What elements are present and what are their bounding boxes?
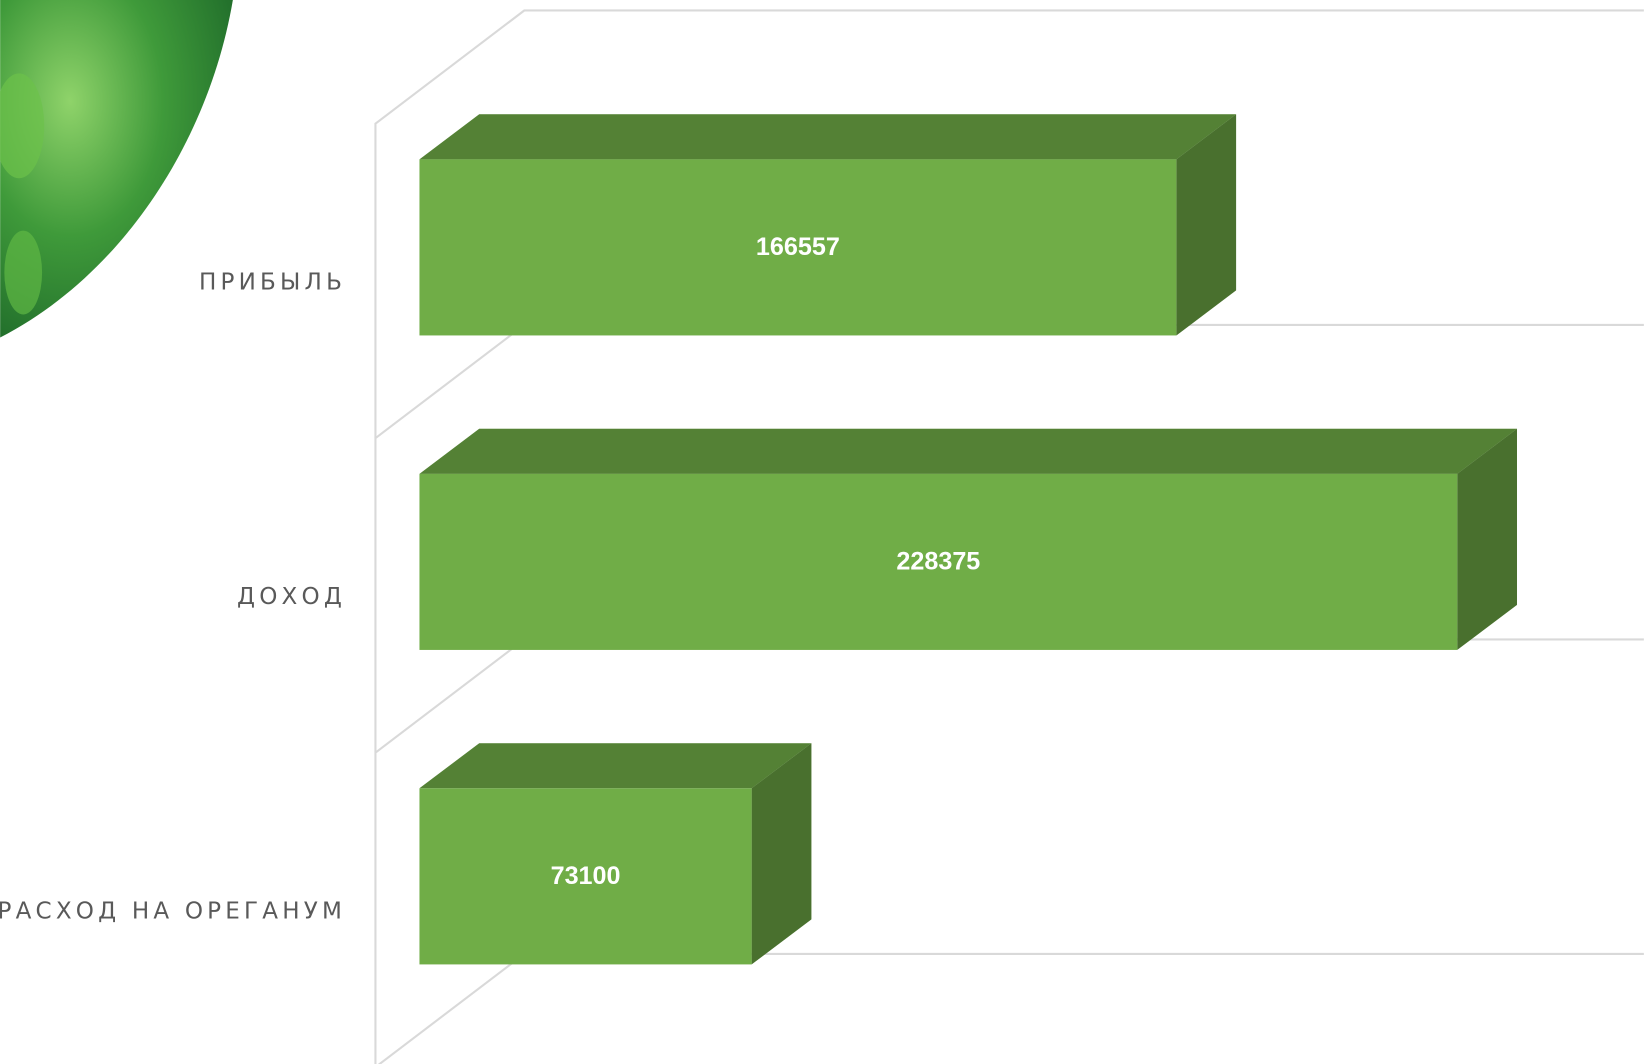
value-label: 166557 <box>756 233 840 261</box>
value-label: 73100 <box>551 862 621 890</box>
bar-top-shade <box>419 114 1236 159</box>
category-label: РАСХОД НА ОРЕГАНУМ <box>0 899 346 925</box>
category-label: ДОХОД <box>237 584 346 610</box>
floor-line <box>375 325 1643 438</box>
floor-line <box>375 954 1643 1064</box>
bar-top-shade <box>419 743 811 788</box>
chart: ПРИБЫЛЬ 166557 ДОХОД 228375 РАСХОД НА ОРЕГАН… <box>0 0 1644 1064</box>
value-label: 228375 <box>896 548 980 576</box>
page: {"chart_data": {"type": "bar3d", "catego… <box>0 0 1644 1064</box>
decorative-leaf <box>4 231 42 315</box>
bar-top-shade <box>419 429 1517 474</box>
category-label: ПРИБЫЛЬ <box>199 270 346 296</box>
floor-line <box>375 639 1643 752</box>
